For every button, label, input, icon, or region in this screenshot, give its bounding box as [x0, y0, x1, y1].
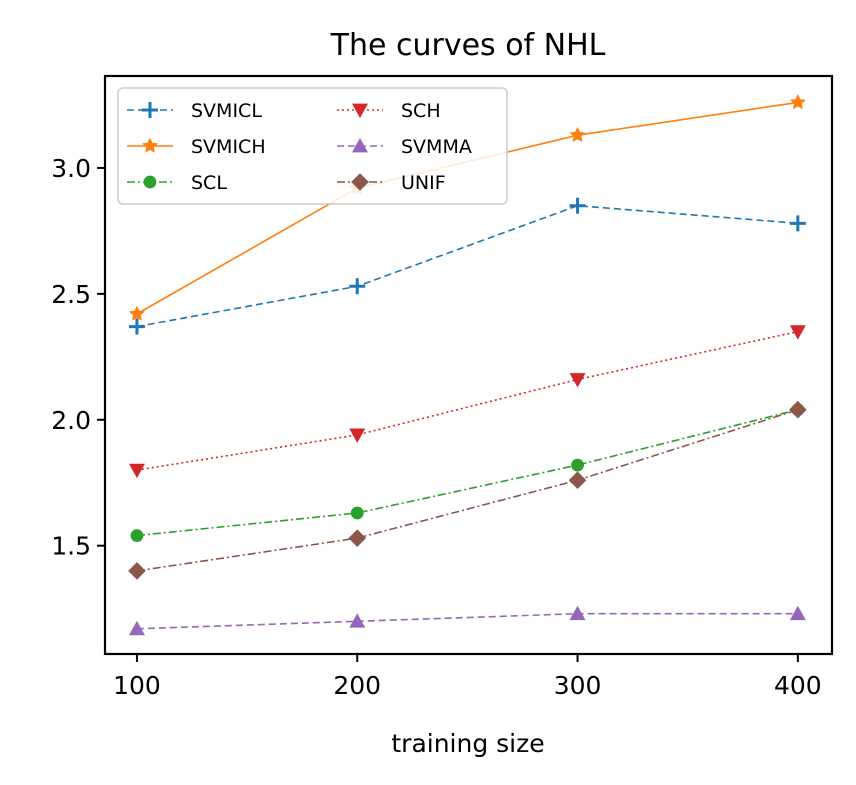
- data-point-unif: [348, 529, 367, 547]
- series-scl: [130, 403, 805, 543]
- y-tick-label: 1.5: [51, 532, 91, 561]
- series-svmicl: [128, 197, 806, 335]
- legend-label: SCL: [191, 172, 227, 194]
- legend-item-sch: SCH: [337, 100, 441, 122]
- data-point-svmma: [128, 620, 145, 636]
- series-line-scl: [136, 408, 799, 537]
- legend-marker-svmich: [142, 137, 158, 153]
- data-point-svmich: [789, 94, 806, 110]
- series-unif: [128, 400, 807, 580]
- data-point-sch: [128, 463, 145, 479]
- data-point-scl: [571, 458, 584, 472]
- data-point-svmma: [349, 613, 366, 628]
- legend-item-svmich: SVMICH: [127, 136, 266, 158]
- data-point-svmicl: [789, 215, 806, 232]
- x-axis: 100 200 300 400: [113, 654, 822, 700]
- chart-title: The curves of NHL: [330, 28, 606, 63]
- series-line-unif: [136, 408, 799, 572]
- data-point-sch: [349, 428, 366, 443]
- data-point-scl: [130, 529, 144, 543]
- data-point-unif: [789, 400, 807, 419]
- y-tick-label: 2.5: [51, 280, 91, 309]
- legend-marker-svmicl: [142, 102, 158, 118]
- plot-frame: [103, 74, 834, 656]
- legend-item-svmicl: SVMICL: [127, 100, 262, 122]
- legend-label: SVMICH: [191, 136, 266, 158]
- data-point-scl: [350, 506, 364, 520]
- series-line-svmicl: [136, 204, 798, 328]
- legend-marker-sch: [352, 103, 368, 118]
- legend-label: SVMMA: [401, 136, 472, 158]
- legend-label: SVMICL: [191, 100, 262, 122]
- y-tick-label: 2.0: [51, 406, 91, 435]
- data-point-unif: [128, 562, 146, 580]
- data-point-svmich: [129, 305, 145, 321]
- legend-label: UNIF: [401, 172, 446, 194]
- x-tick-label: 100: [113, 671, 161, 700]
- data-point-svmicl: [128, 318, 145, 335]
- legend-box: [117, 87, 508, 205]
- x-tick-label: 200: [333, 671, 381, 700]
- x-axis-label: training size: [391, 729, 544, 758]
- data-point-svmicl: [569, 197, 586, 214]
- legend-marker-unif: [351, 173, 369, 191]
- x-tick-label: 400: [774, 671, 822, 700]
- legend-item-scl: SCL: [127, 172, 227, 194]
- data-point-unif: [568, 471, 587, 490]
- data-point-svmma: [569, 605, 586, 621]
- data-point-svmich: [569, 126, 586, 142]
- legend-marker-svmma: [352, 138, 368, 153]
- data-point-sch: [569, 373, 586, 388]
- series-svmma: [128, 605, 806, 636]
- series-line-svmma: [136, 612, 798, 630]
- data-point-sch: [789, 325, 806, 340]
- y-tick-label: 3.0: [51, 154, 91, 183]
- legend: SVMICL SVMICH SCL SCH SVMMA UNIF: [117, 87, 508, 205]
- legend-marker-scl: [143, 175, 157, 189]
- series-line-sch: [136, 330, 799, 471]
- series-sch: [128, 325, 806, 479]
- legend-item-unif: UNIF: [337, 172, 446, 194]
- y-axis: 1.5 2.0 2.5 3.0: [51, 154, 105, 561]
- x-tick-label: 300: [554, 671, 602, 700]
- data-point-svmma: [789, 605, 806, 621]
- legend-label: SCH: [401, 100, 441, 122]
- legend-item-svmma: SVMMA: [337, 136, 472, 158]
- data-point-svmicl: [349, 278, 366, 295]
